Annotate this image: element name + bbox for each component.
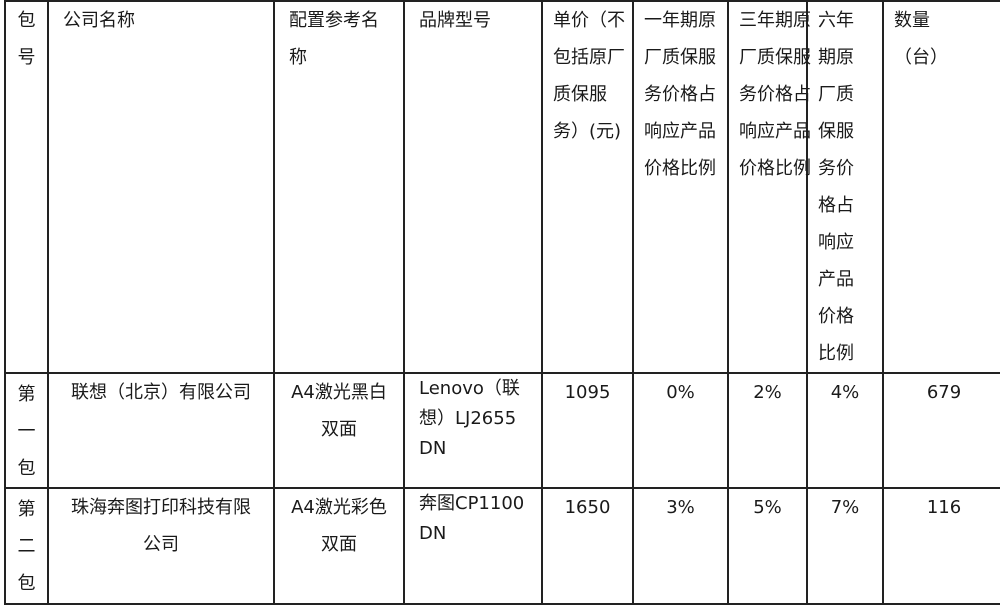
config-text: A4激光黑白双面 <box>291 382 387 440</box>
config-text: A4激光彩色双面 <box>291 497 387 555</box>
unit-price-cell: 1650 <box>541 487 634 605</box>
warranty-1yr-cell: 0% <box>632 372 729 489</box>
header-package: 包号 <box>4 0 49 374</box>
brand-model-cell: 奔图CP1100DN <box>403 487 543 605</box>
package-cell: 第二包 <box>4 487 49 605</box>
brand-model-text: Lenovo（联想）LJ2655DN <box>419 378 520 459</box>
package-text: 第二包 <box>17 499 36 594</box>
company-cell: 联想（北京）有限公司 <box>47 372 275 489</box>
table-row: 第二包 珠海奔图打印科技有限公司 A4激光彩色双面 奔图CP1100DN 165… <box>4 487 1000 605</box>
table-row: 第一包 联想（北京）有限公司 A4激光黑白双面 Lenovo（联想）LJ2655… <box>4 372 1000 489</box>
unit-price-cell: 1095 <box>541 372 634 489</box>
package-cell: 第一包 <box>4 372 49 489</box>
header-brand-model-text: 品牌型号 <box>419 10 491 31</box>
procurement-table: 包号 公司名称 配置参考名称 品牌型号 单价（不包括原厂质保服务）(元) 一年期… <box>4 0 1000 605</box>
company-text: 联想（北京）有限公司 <box>71 382 251 403</box>
brand-model-cell: Lenovo（联想）LJ2655DN <box>403 372 543 489</box>
warranty-3yr-cell: 2% <box>727 372 808 489</box>
header-warranty-6yr-text: 六年期原厂质保服务价格占响应产品价格比例 <box>818 10 854 364</box>
header-quantity: 数量（台） <box>882 0 1000 374</box>
header-brand-model: 品牌型号 <box>403 0 543 374</box>
warranty-6yr-cell: 4% <box>806 372 884 489</box>
header-quantity-text: 数量（台） <box>894 10 948 68</box>
header-warranty-1yr-text: 一年期原厂质保服务价格占响应产品价格比例 <box>644 10 716 179</box>
header-warranty-3yr: 三年期原厂质保服务价格占响应产品价格比例 <box>727 0 811 374</box>
warranty-1yr-cell: 3% <box>632 487 729 605</box>
warranty-3yr-cell: 5% <box>727 487 808 605</box>
header-config-text: 配置参考名称 <box>289 10 379 68</box>
header-warranty-6yr: 六年期原厂质保服务价格占响应产品价格比例 <box>806 0 884 374</box>
quantity-cell: 116 <box>882 487 1000 605</box>
config-cell: A4激光彩色双面 <box>273 487 405 605</box>
header-warranty-1yr: 一年期原厂质保服务价格占响应产品价格比例 <box>632 0 729 374</box>
header-config: 配置参考名称 <box>273 0 405 374</box>
header-company-text: 公司名称 <box>63 10 135 31</box>
config-cell: A4激光黑白双面 <box>273 372 405 489</box>
header-package-text: 包号 <box>17 10 36 68</box>
quantity-cell: 679 <box>882 372 1000 489</box>
company-cell: 珠海奔图打印科技有限公司 <box>47 487 275 605</box>
company-text: 珠海奔图打印科技有限公司 <box>71 497 251 555</box>
package-text: 第一包 <box>17 384 36 479</box>
header-row: 包号 公司名称 配置参考名称 品牌型号 单价（不包括原厂质保服务）(元) 一年期… <box>4 0 1000 374</box>
header-warranty-3yr-text: 三年期原厂质保服务价格占响应产品价格比例 <box>739 10 811 179</box>
warranty-6yr-cell: 7% <box>806 487 884 605</box>
brand-model-text: 奔图CP1100DN <box>419 493 525 544</box>
header-unit-price: 单价（不包括原厂质保服务）(元) <box>541 0 634 374</box>
header-unit-price-text: 单价（不包括原厂质保服务）(元) <box>553 10 625 142</box>
header-company: 公司名称 <box>47 0 275 374</box>
